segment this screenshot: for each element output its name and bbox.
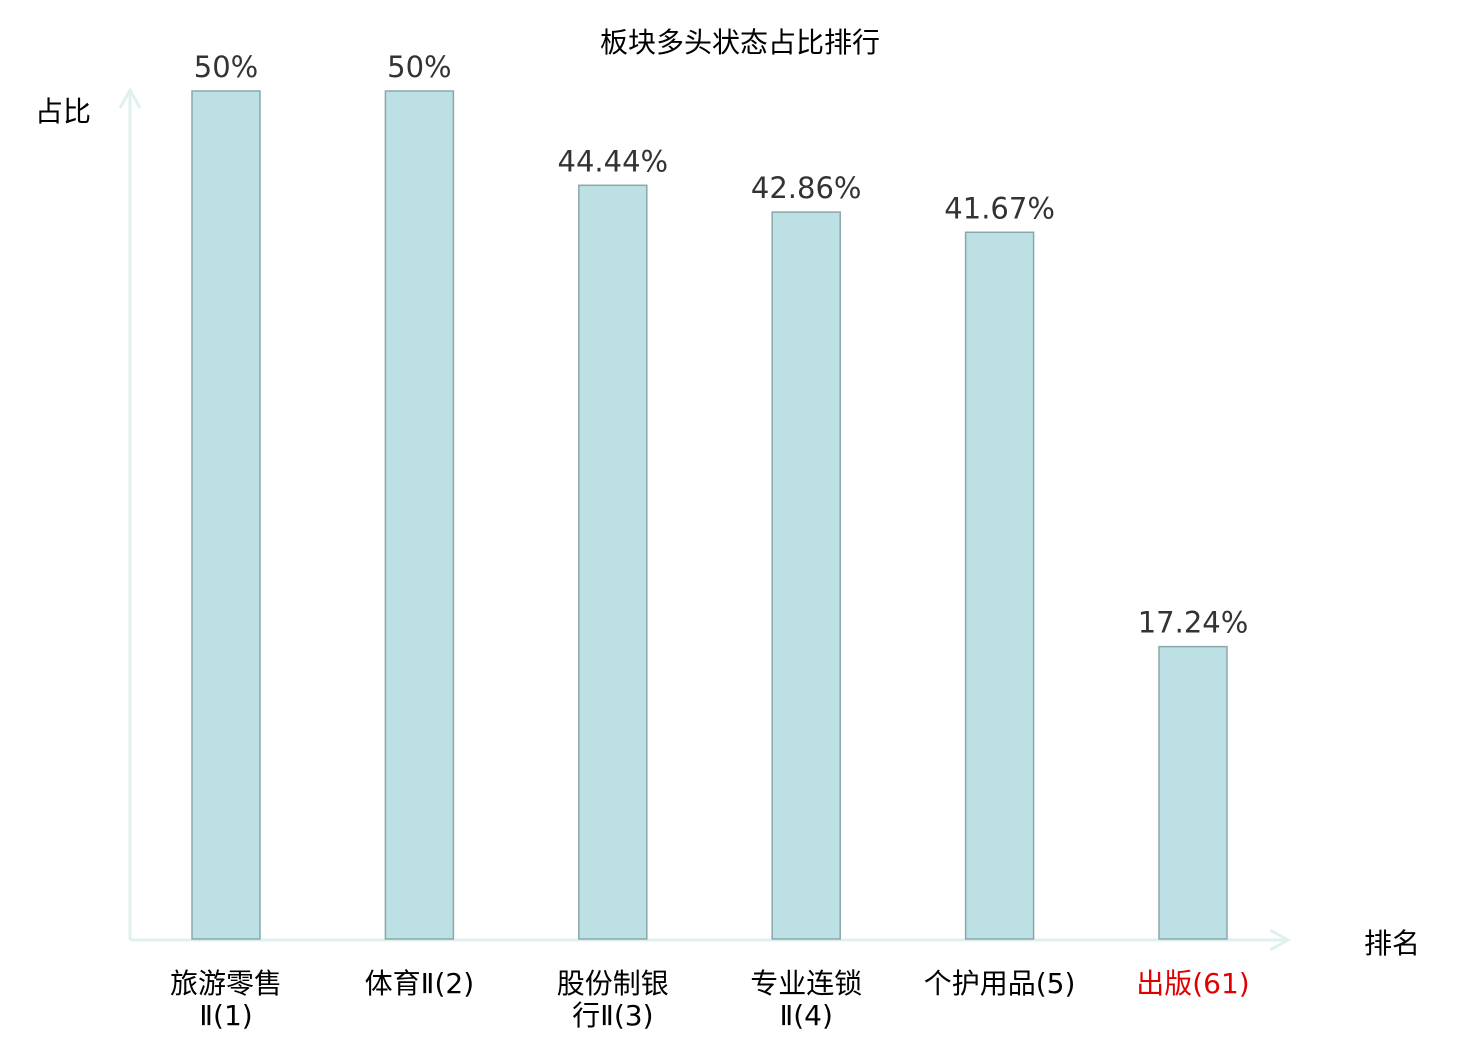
data-label: 44.44% [558,144,669,178]
bar [384,90,455,940]
x-tick-label: 体育Ⅱ(2) [365,967,474,1000]
data-label: 41.67% [944,191,1055,225]
y-axis-label: 占比 [35,95,91,128]
x-tick-label: 行Ⅱ(3) [572,999,653,1032]
x-axis-label: 排名 [1364,927,1420,960]
data-label: 42.86% [751,171,862,205]
bar [771,211,841,940]
x-tick-label: Ⅱ(1) [199,999,252,1032]
bar [191,90,261,940]
x-tick-label: 专业连锁 [750,967,862,1000]
data-label: 50% [194,50,258,84]
bar [964,231,1035,940]
x-tick-label: 个护用品(5) [924,967,1076,1000]
x-tick-label: 股份制银 [557,967,669,1000]
data-label: 50% [387,50,451,84]
x-axis [130,928,1292,952]
x-tick-label: Ⅱ(4) [779,999,832,1032]
bar [578,184,648,940]
data-label: 17.24% [1138,606,1249,640]
x-tick-label: 旅游零售 [170,967,282,1000]
y-axis [118,86,142,940]
chart-title: 板块多头状态占比排行 [600,26,880,59]
bar [1158,645,1228,940]
x-tick-label: 出版(61) [1136,967,1249,1000]
